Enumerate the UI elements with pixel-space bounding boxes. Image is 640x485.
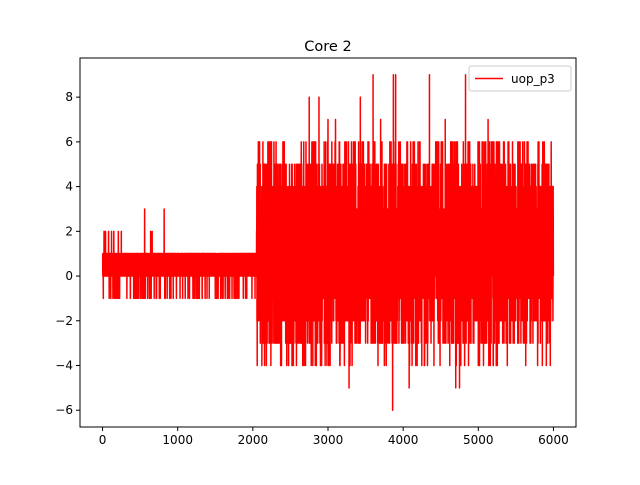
x-tick-label: 5000: [463, 433, 494, 447]
y-tick-label: 4: [65, 180, 73, 194]
y-tick-label: −4: [55, 359, 73, 373]
legend-box: [468, 65, 572, 92]
legend-label-uop_p3: uop_p3: [511, 72, 555, 86]
series-line-uop_p3: [101, 74, 555, 411]
x-tick-label: 1000: [162, 433, 193, 447]
ticks-layer: 0 1000 2000 3000 4000 5000 6000 −6 −4 −2 0 2 4 6 8: [55, 90, 568, 447]
y-tick-label: −2: [55, 314, 73, 328]
x-tick-label: 4000: [388, 433, 419, 447]
x-tick-label: 3000: [313, 433, 344, 447]
y-tick-label: 0: [65, 269, 73, 283]
y-tick-label: 2: [65, 224, 73, 238]
y-tick-label: 6: [65, 135, 73, 149]
x-tick-label: 6000: [538, 433, 569, 447]
chart-title: Core 2: [304, 39, 351, 55]
legend: uop_p3: [468, 65, 572, 92]
x-tick-label: 0: [99, 433, 107, 447]
y-tick-label: −6: [55, 403, 73, 417]
x-tick-label: 2000: [238, 433, 269, 447]
series-layer: [101, 74, 555, 411]
y-tick-label: 8: [65, 90, 73, 104]
